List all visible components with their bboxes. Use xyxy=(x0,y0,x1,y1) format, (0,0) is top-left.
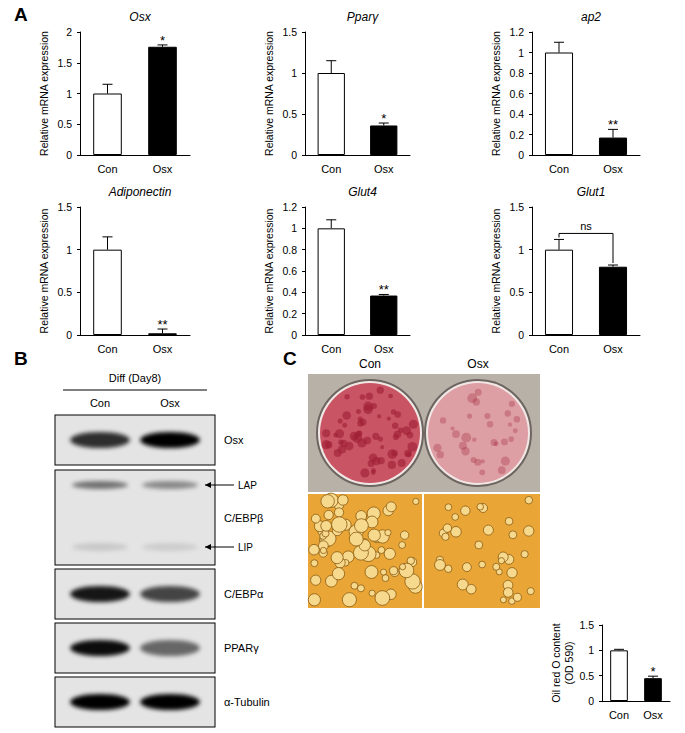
svg-text:1.2: 1.2 xyxy=(509,26,524,38)
svg-text:1: 1 xyxy=(518,47,524,59)
svg-text:0.2: 0.2 xyxy=(282,308,297,320)
svg-text:C/EBPβ: C/EBPβ xyxy=(224,512,263,524)
svg-text:Con: Con xyxy=(90,397,110,409)
svg-text:Con: Con xyxy=(549,163,569,175)
svg-text:1: 1 xyxy=(291,67,297,79)
svg-text:Con: Con xyxy=(97,343,117,355)
svg-text:Diff (Day8): Diff (Day8) xyxy=(109,372,161,384)
svg-text:Adiponectin: Adiponectin xyxy=(108,185,172,199)
svg-text:0: 0 xyxy=(66,329,72,341)
html-text:B: B xyxy=(14,348,28,369)
svg-text:C/EBPα: C/EBPα xyxy=(224,588,264,600)
svg-text:Glut1: Glut1 xyxy=(577,185,606,199)
svg-text:0.5: 0.5 xyxy=(57,286,72,298)
svg-text:0.6: 0.6 xyxy=(509,88,524,100)
svg-text:Con: Con xyxy=(609,709,629,721)
svg-text:Relative mRNA expression: Relative mRNA expression xyxy=(38,208,50,333)
svg-text:Con: Con xyxy=(321,343,341,355)
svg-text:PPARγ: PPARγ xyxy=(224,642,259,654)
svg-text:Con: Con xyxy=(321,163,341,175)
svg-text:0: 0 xyxy=(518,149,524,161)
svg-text:Con: Con xyxy=(359,357,381,371)
svg-text:0.5: 0.5 xyxy=(57,118,72,130)
svg-text:1.5: 1.5 xyxy=(57,201,72,213)
svg-text:LAP: LAP xyxy=(238,480,257,491)
svg-text:Relative mRNA expression: Relative mRNA expression xyxy=(490,208,502,333)
html-text:C: C xyxy=(283,348,297,369)
svg-text:1.2: 1.2 xyxy=(282,201,297,213)
svg-text:ap2: ap2 xyxy=(581,10,601,24)
svg-text:0.2: 0.2 xyxy=(509,129,524,141)
svg-text:1: 1 xyxy=(291,222,297,234)
svg-text:Relative mRNA expression: Relative mRNA expression xyxy=(490,31,502,156)
svg-text:Glut4: Glut4 xyxy=(348,185,377,199)
svg-text:Osx: Osx xyxy=(467,357,488,371)
svg-text:Osx: Osx xyxy=(374,343,394,355)
svg-text:0.4: 0.4 xyxy=(282,286,297,298)
svg-text:Relative mRNA expression: Relative mRNA expression xyxy=(38,31,50,156)
svg-text:1.5: 1.5 xyxy=(282,26,297,38)
svg-text:Relative mRNA expression: Relative mRNA expression xyxy=(263,208,275,333)
svg-text:0.4: 0.4 xyxy=(509,108,524,120)
svg-text:Osx: Osx xyxy=(153,163,173,175)
svg-text:0: 0 xyxy=(588,695,594,707)
svg-text:1.5: 1.5 xyxy=(57,57,72,69)
svg-text:1: 1 xyxy=(66,88,72,100)
svg-text:0.5: 0.5 xyxy=(509,286,524,298)
svg-text:0: 0 xyxy=(66,149,72,161)
svg-text:Osx: Osx xyxy=(643,709,663,721)
svg-text:Osx: Osx xyxy=(603,343,623,355)
svg-text:*: * xyxy=(381,111,386,126)
svg-text:0.6: 0.6 xyxy=(282,265,297,277)
svg-text:0.5: 0.5 xyxy=(282,108,297,120)
svg-text:1: 1 xyxy=(518,244,524,256)
svg-text:Pparγ: Pparγ xyxy=(347,10,379,24)
svg-text:Oil red O content: Oil red O content xyxy=(550,623,562,702)
svg-text:α-Tubulin: α-Tubulin xyxy=(224,696,270,708)
svg-text:0.5: 0.5 xyxy=(579,670,594,682)
svg-text:(OD 590): (OD 590) xyxy=(563,641,575,684)
svg-text:*: * xyxy=(650,664,655,679)
svg-text:**: ** xyxy=(157,317,167,332)
svg-text:2: 2 xyxy=(66,26,72,38)
svg-text:1: 1 xyxy=(66,244,72,256)
svg-text:Osx: Osx xyxy=(374,163,394,175)
svg-text:1.5: 1.5 xyxy=(579,619,594,631)
svg-text:Osx: Osx xyxy=(160,397,180,409)
svg-text:0: 0 xyxy=(518,329,524,341)
svg-text:Con: Con xyxy=(549,343,569,355)
svg-text:Osx: Osx xyxy=(603,163,623,175)
svg-text:Osx: Osx xyxy=(129,10,151,24)
svg-text:**: ** xyxy=(379,282,389,297)
svg-text:1.5: 1.5 xyxy=(509,201,524,213)
svg-text:*: * xyxy=(160,33,165,48)
svg-text:**: ** xyxy=(608,117,618,132)
svg-text:1: 1 xyxy=(588,644,594,656)
svg-text:0.8: 0.8 xyxy=(509,67,524,79)
svg-text:Con: Con xyxy=(97,163,117,175)
svg-text:Relative mRNA expression: Relative mRNA expression xyxy=(263,31,275,156)
svg-text:Osx: Osx xyxy=(224,434,244,446)
svg-text:ns: ns xyxy=(580,220,592,232)
svg-text:LIP: LIP xyxy=(238,542,253,553)
html-text:A: A xyxy=(14,4,28,25)
svg-text:0: 0 xyxy=(291,329,297,341)
svg-text:Osx: Osx xyxy=(153,343,173,355)
svg-text:0.8: 0.8 xyxy=(282,244,297,256)
svg-text:0: 0 xyxy=(291,149,297,161)
